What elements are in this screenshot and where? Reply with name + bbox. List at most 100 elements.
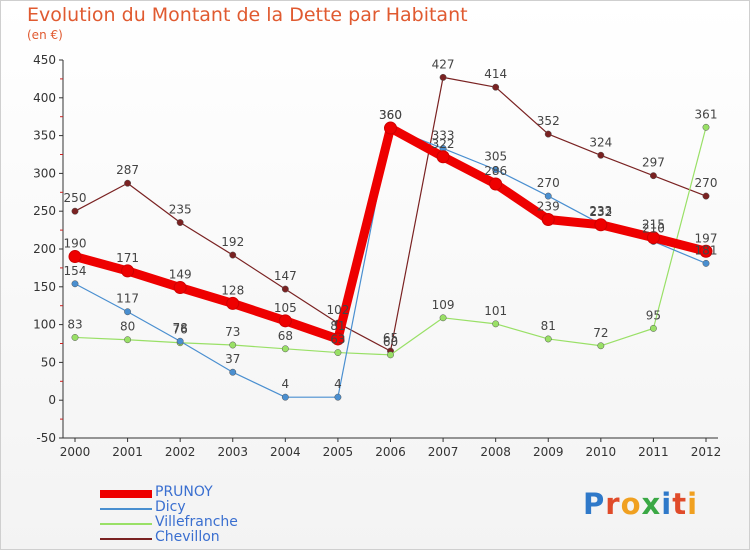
data-label: 102 <box>326 303 349 317</box>
data-point <box>439 314 447 322</box>
data-point <box>281 285 289 293</box>
x-tick-label: 2009 <box>533 445 564 459</box>
data-point <box>594 218 608 232</box>
data-label: 360 <box>379 108 402 122</box>
data-point <box>492 83 500 91</box>
chart-title: Evolution du Montant de la Dette par Hab… <box>27 4 468 26</box>
data-point <box>176 219 184 226</box>
data-label: 233 <box>589 204 612 218</box>
data-label: 4 <box>282 377 290 391</box>
data-point <box>278 314 292 328</box>
proxiti-logo: Proxiti <box>583 487 698 521</box>
y-tick-label: -50 <box>36 431 56 445</box>
data-point <box>71 207 79 215</box>
x-tick-label: 2000 <box>60 445 91 459</box>
x-tick-label: 2008 <box>480 445 511 459</box>
data-point <box>176 337 184 345</box>
data-point <box>334 349 342 357</box>
data-point <box>68 250 82 264</box>
data-label: 78 <box>173 321 188 335</box>
y-tick-label: 50 <box>41 355 56 369</box>
y-tick-label: 250 <box>33 204 56 218</box>
data-label: 197 <box>695 231 718 245</box>
data-label: 63 <box>330 333 345 347</box>
data-label: 192 <box>221 235 244 249</box>
legend-swatch <box>100 523 152 525</box>
data-label: 117 <box>116 292 139 306</box>
data-label: 73 <box>225 325 240 339</box>
x-tick-label: 2005 <box>323 445 354 459</box>
x-tick-label: 2010 <box>586 445 617 459</box>
x-tick-label: 2001 <box>112 445 143 459</box>
data-point <box>699 244 713 258</box>
logo-letter: P <box>583 487 606 521</box>
data-label: 215 <box>642 218 665 232</box>
x-tick-label: 2011 <box>638 445 669 459</box>
data-label: 414 <box>484 67 507 81</box>
data-point <box>492 320 500 328</box>
data-point <box>702 192 710 200</box>
logo-letter: o <box>620 487 642 521</box>
data-label: 68 <box>278 329 293 343</box>
data-label: 235 <box>169 203 192 217</box>
data-label: 270 <box>695 176 718 190</box>
data-label: 83 <box>67 317 82 331</box>
logo-letter: r <box>605 487 621 521</box>
y-tick-label: 0 <box>48 393 56 407</box>
legend-label: PRUNOY <box>155 484 213 500</box>
data-point <box>229 251 237 259</box>
data-label: 149 <box>169 268 192 282</box>
data-label: 352 <box>537 114 560 128</box>
data-label: 270 <box>537 176 560 190</box>
series-line <box>74 126 707 356</box>
legend-label: Chevillon <box>155 529 220 545</box>
data-label: 190 <box>64 237 87 251</box>
data-label: 65 <box>383 331 398 345</box>
data-label: 81 <box>541 319 556 333</box>
x-tick-label: 2012 <box>691 445 722 459</box>
legend-swatch <box>100 490 152 498</box>
data-point <box>71 334 79 341</box>
logo-letter: x <box>641 487 662 521</box>
y-tick-label: 300 <box>33 166 56 180</box>
legend-swatch <box>100 538 152 540</box>
data-label: 239 <box>537 200 560 214</box>
data-point <box>121 264 135 278</box>
data-point <box>229 341 237 349</box>
data-label: 287 <box>116 163 139 177</box>
data-point <box>281 345 289 353</box>
data-point <box>436 150 450 164</box>
y-tick-label: 200 <box>33 242 56 256</box>
data-point <box>597 151 605 159</box>
data-label: 101 <box>484 304 507 318</box>
data-point <box>229 368 237 376</box>
data-label: 72 <box>593 326 608 340</box>
data-label: 181 <box>695 243 718 257</box>
data-point <box>387 351 394 359</box>
data-label: 128 <box>221 283 244 297</box>
data-label: 286 <box>484 164 507 178</box>
data-label: 427 <box>432 57 455 71</box>
data-point <box>71 280 79 288</box>
data-label: 171 <box>116 251 139 265</box>
x-tick-label: 2006 <box>375 445 406 459</box>
logo-letter: t <box>672 487 688 521</box>
data-label: 297 <box>642 156 665 170</box>
data-point <box>492 166 500 174</box>
data-label: 250 <box>64 191 87 205</box>
y-tick-label: 150 <box>33 280 56 294</box>
data-point <box>384 121 397 135</box>
data-label: 76 <box>173 323 188 337</box>
data-point <box>124 179 132 187</box>
x-tick-label: 2007 <box>428 445 459 459</box>
legend-swatch <box>100 508 152 510</box>
data-point <box>544 335 552 343</box>
data-point <box>702 123 710 131</box>
data-label: 4 <box>334 377 342 391</box>
x-tick-label: 2004 <box>270 445 301 459</box>
data-label: 37 <box>225 352 240 366</box>
y-tick-label: 350 <box>33 129 56 143</box>
data-point <box>597 342 605 350</box>
y-tick-label: 400 <box>33 91 56 105</box>
